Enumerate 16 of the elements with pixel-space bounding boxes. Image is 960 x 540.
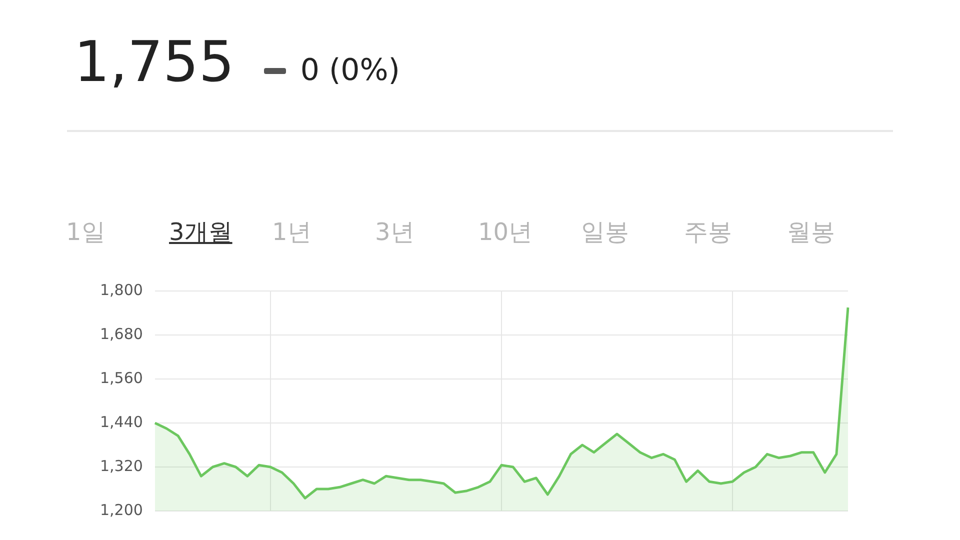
y-tick-label: 1,440 [100,412,143,431]
text: 1년 [272,217,312,248]
chart-subtitle: 0 (0%) [300,53,400,88]
text: 월봉 [787,217,836,248]
text: 3년 [375,217,416,248]
y-tick-label: 1,320 [100,456,143,475]
text: 10년 [478,217,534,248]
text: 3개월 [169,217,234,248]
y-tick-label: 1,560 [100,368,143,387]
y-tick-label: 1,800 [100,280,143,299]
chart-title: 1,755 [74,30,234,95]
text: 1일 [66,217,106,248]
y-tick-label: 1,200 [100,500,143,519]
text: 일봉 [581,217,630,248]
text: 주봉 [684,217,733,248]
y-tick-label: 1,680 [100,324,143,343]
